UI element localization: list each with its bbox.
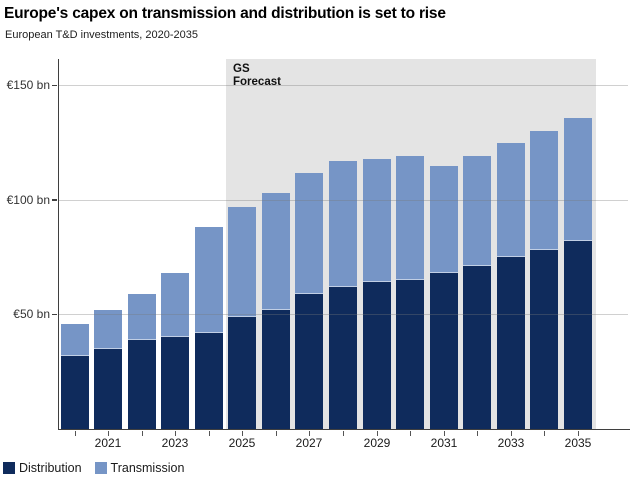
bar-2030-transmission — [396, 156, 424, 280]
forecast-band-label-line2: Forecast — [233, 76, 281, 88]
bar-2020-distribution — [61, 356, 89, 429]
x-tick-label-2023: 2023 — [161, 436, 189, 450]
bar-2032-transmission — [463, 156, 491, 266]
x-axis-tick-2033 — [510, 430, 512, 436]
bar-2029-distribution — [363, 282, 391, 429]
x-tick-label-2031: 2031 — [430, 436, 458, 450]
y-axis-tick — [52, 84, 57, 87]
bar-2026-distribution — [262, 310, 290, 429]
x-tick-label-2025: 2025 — [228, 436, 256, 450]
bar-2032-distribution — [463, 266, 491, 429]
x-axis-tick-2034 — [543, 430, 545, 436]
bar-2021-transmission — [94, 310, 122, 349]
x-tick-label-2027: 2027 — [295, 436, 323, 450]
x-axis-tick-2027 — [308, 430, 310, 436]
bar-2035-transmission — [564, 118, 592, 241]
forecast-band-label: GS Forecast — [233, 63, 281, 89]
x-axis-tick-2029 — [376, 430, 378, 436]
bar-2027-transmission — [295, 173, 323, 294]
bar-2022-transmission — [128, 294, 156, 340]
bar-2029-transmission — [363, 159, 391, 282]
bar-2020-transmission — [61, 324, 89, 356]
x-axis-tick-2030 — [409, 430, 411, 436]
bar-2025-distribution — [228, 317, 256, 429]
x-tick-label-2033: 2033 — [497, 436, 525, 450]
bar-2034-distribution — [530, 250, 558, 429]
y-tick-label: €150 bn — [6, 78, 50, 92]
x-axis-tick-2028 — [342, 430, 344, 436]
bar-2023-transmission — [161, 273, 189, 337]
x-axis-tick-2032 — [476, 430, 478, 436]
x-axis-tick-2026 — [275, 430, 277, 436]
legend-swatch-distribution — [3, 462, 15, 474]
bar-2031-distribution — [430, 273, 458, 429]
x-axis-tick-2024 — [208, 430, 210, 436]
x-tick-label-2029: 2029 — [363, 436, 391, 450]
y-axis-line — [57, 59, 59, 429]
legend-swatch-transmission — [94, 462, 107, 474]
bar-2030-distribution — [396, 280, 424, 429]
x-axis-tick-2031 — [443, 430, 445, 436]
bar-2023-distribution — [161, 337, 189, 429]
bar-2022-distribution — [128, 340, 156, 429]
gridline-100 — [59, 199, 628, 201]
bar-2024-distribution — [195, 333, 223, 429]
y-axis-tick — [52, 313, 57, 316]
y-axis-tick — [52, 199, 57, 201]
x-axis-tick-2025 — [241, 430, 243, 436]
bar-2025-transmission — [228, 207, 256, 317]
x-axis-tick-2023 — [174, 430, 176, 436]
x-tick-label-2021: 2021 — [94, 436, 122, 450]
x-axis-line — [57, 428, 630, 431]
bar-2028-transmission — [329, 161, 357, 287]
bar-2021-distribution — [94, 349, 122, 429]
y-tick-label: €50 bn — [13, 307, 50, 321]
bar-2031-transmission — [430, 166, 458, 273]
forecast-band-label-line1: GS — [233, 63, 250, 75]
chart-subtitle: European T&D investments, 2020-2035 — [5, 29, 199, 41]
gridline-150 — [59, 85, 628, 86]
x-axis-tick-2021 — [107, 430, 109, 436]
x-axis-tick-2035 — [577, 430, 579, 436]
x-axis-tick-2020 — [74, 430, 76, 436]
bar-2034-transmission — [530, 131, 558, 250]
x-axis-tick-2022 — [141, 430, 143, 436]
bar-2024-transmission — [195, 227, 223, 333]
bar-2033-distribution — [497, 257, 525, 429]
bar-2033-transmission — [497, 143, 525, 257]
x-tick-label-2035: 2035 — [564, 436, 592, 450]
bar-2035-distribution — [564, 241, 592, 429]
bar-2027-distribution — [295, 294, 323, 429]
bar-2028-distribution — [329, 287, 357, 429]
legend-label-transmission: Transmission — [110, 461, 185, 475]
gridline-50 — [59, 314, 628, 315]
legend-label-distribution: Distribution — [19, 461, 82, 475]
bar-2026-transmission — [262, 193, 290, 310]
legend: Distribution Transmission — [3, 461, 197, 475]
chart-title: Europe's capex on transmission and distr… — [4, 5, 446, 22]
y-tick-label: €100 bn — [6, 192, 50, 207]
